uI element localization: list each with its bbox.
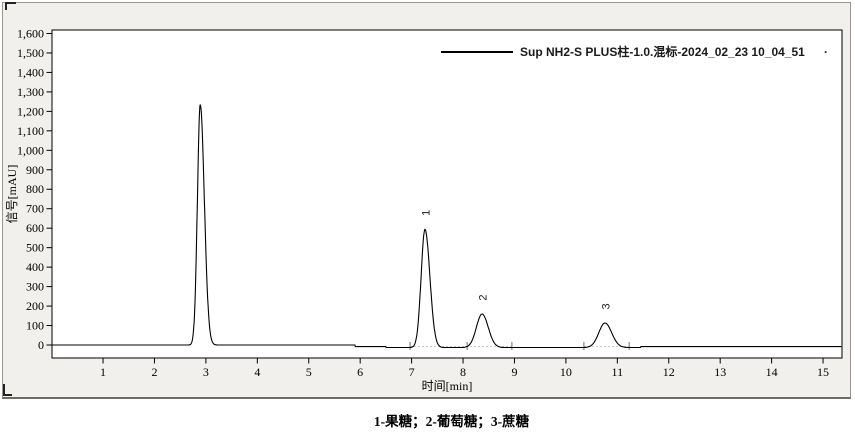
chart-legend: Sup NH2-S PLUS柱-1.0.混标-2024_02_23 10_04_… <box>441 45 805 59</box>
figure-caption: 1-果糖；2-葡萄糖；3-蔗糖 <box>373 414 530 429</box>
x-tick-label: 11 <box>612 365 624 379</box>
peak-label: 2 <box>478 294 490 300</box>
y-tick-label: 1,600 <box>17 26 44 40</box>
plot-frame <box>51 29 843 359</box>
y-tick-label: 600 <box>26 221 44 235</box>
x-tick-label: 6 <box>357 365 363 379</box>
legend-series-label: Sup NH2-S PLUS柱-1.0.混标-2024_02_23 10_04_… <box>520 45 805 59</box>
y-tick-label: 300 <box>26 280 44 294</box>
y-axis-label: 信号[mAU] <box>5 165 19 224</box>
y-tick-label: 500 <box>26 241 44 255</box>
y-tick-label: 900 <box>26 163 44 177</box>
x-axis-label: 时间[min] <box>422 379 473 393</box>
y-tick-label: 1,100 <box>17 124 44 138</box>
peak-label: 1 <box>420 210 432 216</box>
y-tick-label: 0 <box>38 338 44 352</box>
y-tick-label: 1,000 <box>17 143 44 157</box>
y-tick-label: 200 <box>26 299 44 313</box>
x-tick-label: 7 <box>409 365 415 379</box>
x-tick-label: 4 <box>254 365 260 379</box>
y-tick-label: 1,300 <box>17 85 44 99</box>
x-tick-label: 2 <box>151 365 157 379</box>
peak-label: 3 <box>600 303 612 309</box>
y-tick-label: 400 <box>26 260 44 274</box>
x-tick-label: 5 <box>306 365 312 379</box>
x-tick-label: 1 <box>100 365 106 379</box>
x-tick-label: 14 <box>766 365 778 379</box>
y-tick-label: 100 <box>26 319 44 333</box>
x-tick-label: 15 <box>817 365 829 379</box>
y-tick-label: 1,500 <box>17 46 44 60</box>
x-tick-label: 12 <box>663 365 675 379</box>
crop-mark-bottom-left <box>3 384 12 396</box>
y-tick-label: 1,200 <box>17 104 44 118</box>
y-tick-label: 700 <box>26 202 44 216</box>
x-tick-label: 3 <box>203 365 209 379</box>
x-tick-label: 13 <box>714 365 726 379</box>
x-tick-label: 8 <box>460 365 466 379</box>
y-tick-label: 800 <box>26 182 44 196</box>
chromatogram-trace <box>52 104 842 349</box>
x-tick-label: 10 <box>560 365 572 379</box>
legend-trailing-mark: . <box>824 42 828 56</box>
legend-line-sample <box>441 50 513 53</box>
crop-mark-top-left <box>5 2 16 10</box>
y-tick-label: 1,400 <box>17 65 44 79</box>
x-tick-label: 9 <box>511 365 517 379</box>
